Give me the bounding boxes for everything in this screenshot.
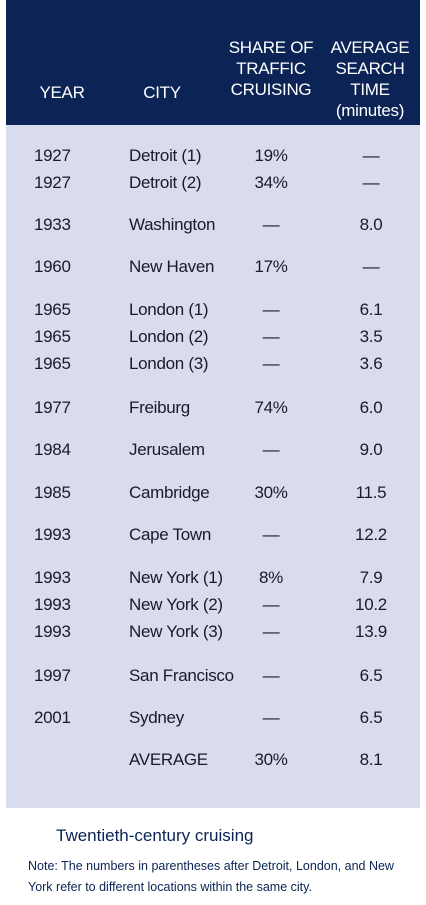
cell-city: London (1) [129,300,209,319]
cell-share: 30% [254,750,288,769]
cell-city: London (3) [129,354,209,373]
cell-avg: 6.0 [359,398,383,417]
table-row: 1933 Washington — 8.0 [6,211,420,238]
table-row: 1977 Freiburg 74% 6.0 [6,394,420,421]
cell-avg: 7.9 [359,568,383,587]
cell-share: — [262,300,280,319]
cell-share: — [262,666,280,685]
table-row: 1965 London (1) — 6.1 [6,296,420,323]
cell-avg: — [362,146,380,165]
cell-year: 1997 [34,666,71,685]
cell-avg: 8.1 [359,750,383,769]
cell-city: Cape Town [129,525,212,544]
cell-share: — [262,215,280,234]
table-row: 1965 London (3) — 3.6 [6,350,420,377]
cell-year: 1960 [34,257,71,276]
header-share-line-1: SHARE OF [228,38,314,57]
header-average-search-time: AVERAGE SEARCH TIME (minutes) [324,37,416,121]
cell-city: New Haven [129,257,215,276]
cell-city: Freiburg [129,398,190,417]
cell-share: 8% [259,568,283,587]
cell-avg: 11.5 [355,483,387,502]
cell-avg: — [362,257,380,276]
table-row: 1993 New York (1) 8% 7.9 [6,564,420,591]
table-header: YEAR CITY SHARE OF TRAFFIC CRUISING AVER… [6,0,420,125]
header-city: CITY [143,83,181,102]
header-avg-line-2: SEARCH TIME [335,59,405,99]
cell-year: 1927 [34,173,71,192]
cell-year: 1993 [34,525,71,544]
table-row: 1993 New York (2) — 10.2 [6,591,420,618]
cell-share: — [262,622,280,641]
cell-share: 74% [254,398,288,417]
cell-city: Washington [129,215,216,234]
cell-share: — [262,327,280,346]
cell-year: 1965 [34,354,71,373]
cell-year: 1984 [34,440,71,459]
cell-year: 1977 [34,398,71,417]
table-row: 1965 London (2) — 3.5 [6,323,420,350]
header-share-line-3: CRUISING [230,80,312,99]
cell-city: New York (3) [129,622,223,641]
table-row: 1997 San Francisco — 6.5 [6,662,420,689]
header-avg-line-1: AVERAGE [330,38,410,57]
cell-avg: 8.0 [359,215,383,234]
cell-year: 1927 [34,146,71,165]
cell-share: — [262,595,280,614]
cell-year: 1933 [34,215,71,234]
cell-avg: 6.5 [359,708,383,727]
cell-city: Jerusalem [129,440,205,459]
cell-city: San Francisco [129,666,234,685]
cell-share: 30% [254,483,288,502]
cell-share: 17% [254,257,288,276]
cell-year: 1993 [34,595,71,614]
cell-avg: 3.6 [359,354,383,373]
cell-year: 1965 [34,300,71,319]
cell-share: 19% [254,146,288,165]
table-row: 1993 New York (3) — 13.9 [6,618,420,645]
cell-year: 1993 [34,622,71,641]
cell-share: — [262,354,280,373]
table-row-average: AVERAGE 30% 8.1 [6,746,420,773]
cell-city: London (2) [129,327,209,346]
cell-avg: 13.9 [355,622,387,641]
table-row: 1927 Detroit (2) 34% — [6,169,420,196]
cell-share: — [262,708,280,727]
table-note: Note: The numbers in parentheses after D… [28,859,394,894]
table-caption: Twentieth-century cruising [56,826,254,845]
header-share-line-2: TRAFFIC [236,59,306,78]
cell-city: New York (2) [129,595,223,614]
cell-city: AVERAGE [129,750,208,769]
cell-share: — [262,525,280,544]
cell-share: 34% [254,173,288,192]
table-row: 2001 Sydney — 6.5 [6,704,420,731]
header-share-of-traffic-cruising: SHARE OF TRAFFIC CRUISING [221,37,321,100]
cell-year: 1993 [34,568,71,587]
cell-year: 1965 [34,327,71,346]
cell-city: Sydney [129,708,184,727]
header-avg-line-3: (minutes) [335,101,405,120]
table-panel: YEAR CITY SHARE OF TRAFFIC CRUISING AVER… [6,0,420,808]
header-year: YEAR [39,83,85,102]
table-row: 1927 Detroit (1) 19% — [6,142,420,169]
cell-city: New York (1) [129,568,223,587]
table-row: 1984 Jerusalem — 9.0 [6,436,420,463]
cell-avg: 9.0 [359,440,383,459]
cell-avg: 12.2 [355,525,387,544]
cell-share: — [262,440,280,459]
cell-avg: 6.5 [359,666,383,685]
cell-city: Detroit (1) [129,146,202,165]
cell-city: Detroit (2) [129,173,202,192]
table-row: 1993 Cape Town — 12.2 [6,521,420,548]
cell-avg: 3.5 [359,327,383,346]
cell-avg: 10.2 [355,595,387,614]
table-row: 1960 New Haven 17% — [6,253,420,280]
cell-avg: 6.1 [359,300,383,319]
table-row: 1985 Cambridge 30% 11.5 [6,479,420,506]
cell-year: 2001 [34,708,71,727]
cell-avg: — [362,173,380,192]
cell-year: 1985 [34,483,71,502]
cell-city: Cambridge [129,483,210,502]
